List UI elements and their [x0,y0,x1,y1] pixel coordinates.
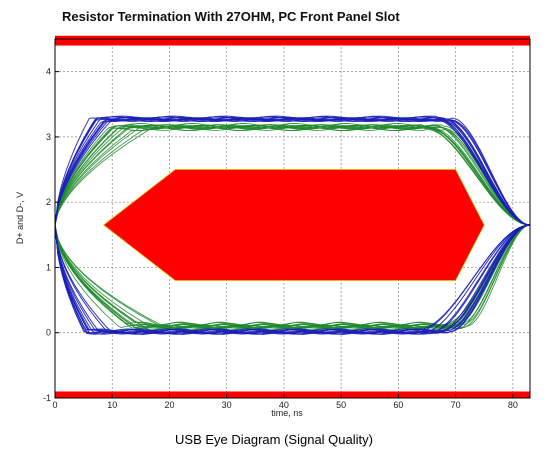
x-axis-label: time, ns [271,408,303,418]
y-tick-label: 3 [46,132,51,142]
blue-trace-group [54,115,531,335]
green-trace [54,224,531,328]
y-tick-label: 0 [46,328,51,338]
eye-mask-hexagon [102,169,485,281]
green-trace [54,224,531,326]
blue-trace [54,116,531,226]
blue-trace [54,224,531,335]
blue-trace [54,224,531,335]
blue-trace [54,224,531,333]
chart-title: Resistor Termination With 27OHM, PC Fron… [62,9,400,24]
green-trace [54,124,531,226]
green-trace [54,125,531,226]
x-tick-label: 20 [164,400,174,410]
blue-trace [54,118,531,226]
green-trace [54,122,531,226]
x-tick-label: 80 [508,400,518,410]
x-tick-label: 0 [52,400,57,410]
x-tick-label: 50 [336,400,346,410]
blue-trace [54,224,531,334]
x-tick-label: 40 [279,400,289,410]
lower-limit-band [55,391,530,398]
y-tick-label: 2 [46,197,51,207]
x-tick-label: 60 [393,400,403,410]
y-tick-label: 1 [46,262,51,272]
green-trace [54,224,531,329]
upper-limit-band [55,35,530,46]
y-tick-label: -1 [43,393,51,403]
y-tick-label: 4 [46,67,51,77]
mask-layer [55,35,530,398]
plot-frame [54,38,531,399]
blue-trace [54,119,531,226]
blue-trace [54,116,531,226]
x-tick-label: 70 [451,400,461,410]
figure-caption: USB Eye Diagram (Signal Quality) [175,432,373,447]
x-tick-label: 30 [222,400,232,410]
x-tick-label: 10 [107,400,117,410]
green-trace [54,124,531,226]
y-axis-label: D+ and D-, V [15,192,25,244]
green-trace [54,127,531,226]
green-trace [54,126,531,226]
